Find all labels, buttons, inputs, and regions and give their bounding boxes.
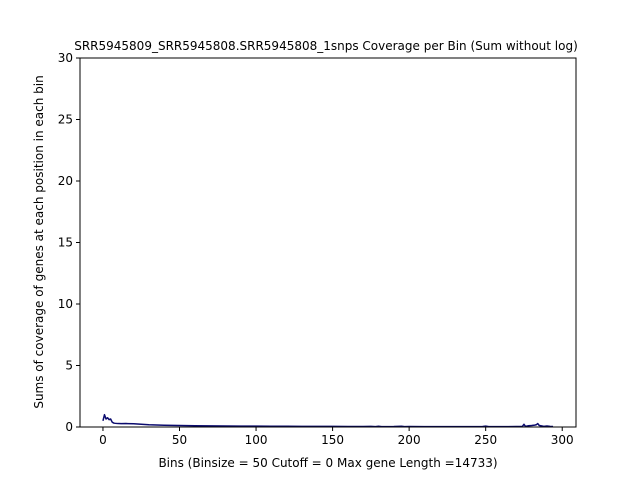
y-axis-label: Sums of coverage of genes at each positi…	[32, 75, 46, 408]
x-tick-label: 200	[398, 433, 421, 447]
y-tick-label: 5	[65, 359, 73, 373]
x-axis-label: Bins (Binsize = 50 Cutoff = 0 Max gene L…	[158, 456, 497, 470]
x-tick-label: 150	[321, 433, 344, 447]
plot-frame	[79, 57, 577, 428]
x-tick-label: 50	[172, 433, 187, 447]
x-tick-label: 0	[99, 433, 107, 447]
y-tick-label: 20	[58, 174, 73, 188]
y-tick-label: 30	[58, 51, 73, 65]
y-axis: 0 5 10 15 20 25 30	[58, 51, 80, 434]
x-axis: 0 50 100 150 200 250 300	[99, 427, 574, 447]
plot-area	[80, 58, 576, 427]
y-tick-label: 25	[58, 113, 73, 127]
y-tick-label: 15	[58, 236, 73, 250]
chart-title: SRR5945809_SRR5945808.SRR5945808_1snps C…	[74, 39, 578, 53]
x-tick-label: 250	[474, 433, 497, 447]
x-tick-label: 100	[245, 433, 268, 447]
y-tick-label: 0	[65, 420, 73, 434]
y-tick-label: 10	[58, 297, 73, 311]
x-tick-label: 300	[551, 433, 574, 447]
